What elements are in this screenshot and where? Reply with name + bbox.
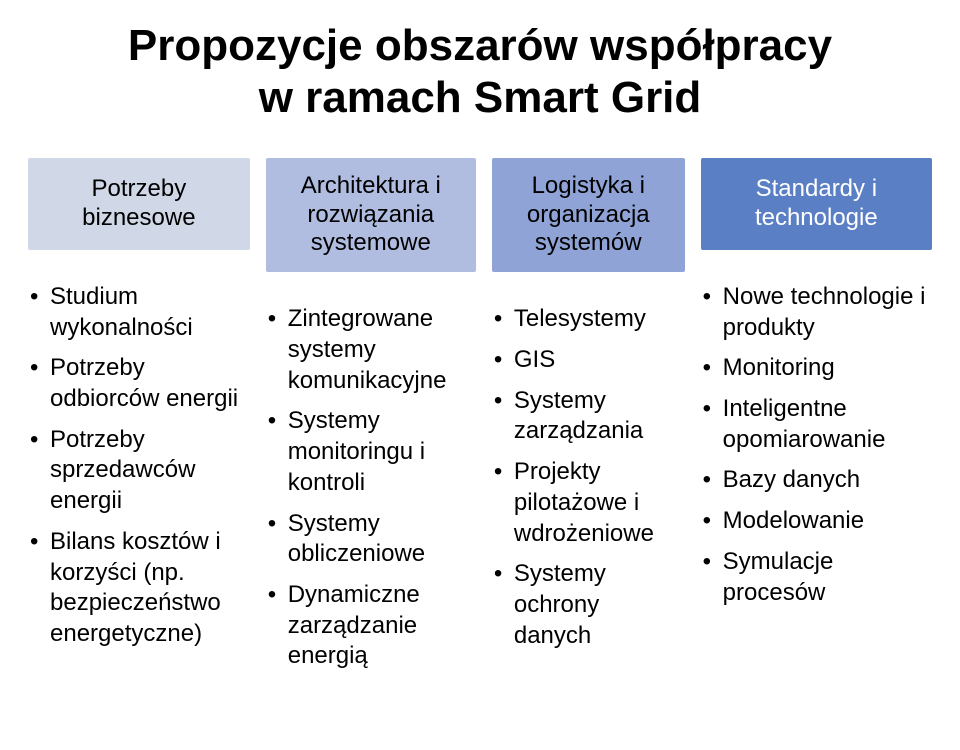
column-header-3: Standardy i technologie xyxy=(701,158,932,250)
title-line-2: w ramach Smart Grid xyxy=(259,73,702,122)
column-1: Architektura i rozwiązania systemowe Zin… xyxy=(266,158,476,682)
column-3: Standardy i technologie Nowe technologie… xyxy=(701,158,932,682)
column-list-1: Zintegrowane systemy komunikacyjne Syste… xyxy=(266,304,476,682)
column-0: Potrzeby biznesowe Studium wykonalności … xyxy=(28,158,250,682)
list-item: Bazy danych xyxy=(723,465,930,496)
list-item: Monitoring xyxy=(723,353,930,384)
list-item: Symulacje procesów xyxy=(723,547,930,608)
list-item: Systemy monitoringu i kontroli xyxy=(288,406,474,498)
column-header-2: Logistyka i organizacja systemów xyxy=(492,158,685,272)
column-header-0: Potrzeby biznesowe xyxy=(28,158,250,250)
list-item: Projekty pilotażowe i wdrożeniowe xyxy=(514,457,683,549)
column-header-1: Architektura i rozwiązania systemowe xyxy=(266,158,476,272)
list-item: Inteligentne opomiarowanie xyxy=(723,394,930,455)
list-item: Systemy ochrony danych xyxy=(514,559,683,651)
list-item: Potrzeby odbiorców energii xyxy=(50,353,248,414)
column-list-3: Nowe technologie i produkty Monitoring I… xyxy=(701,282,932,618)
columns-row: Potrzeby biznesowe Studium wykonalności … xyxy=(28,158,932,682)
list-item: Potrzeby sprzedawców energii xyxy=(50,425,248,517)
list-item: Telesystemy xyxy=(514,304,683,335)
list-item: Modelowanie xyxy=(723,506,930,537)
list-item: Bilans kosztów i korzyści (np. bezpiecze… xyxy=(50,527,248,650)
list-item: Nowe technologie i produkty xyxy=(723,282,930,343)
list-item: Dynamiczne zarządzanie energią xyxy=(288,580,474,672)
column-list-2: Telesystemy GIS Systemy zarządzania Proj… xyxy=(492,304,685,661)
list-item: GIS xyxy=(514,345,683,376)
list-item: Studium wykonalności xyxy=(50,282,248,343)
column-list-0: Studium wykonalności Potrzeby odbiorców … xyxy=(28,282,250,660)
list-item: Zintegrowane systemy komunikacyjne xyxy=(288,304,474,396)
title-line-1: Propozycje obszarów współpracy xyxy=(128,21,832,70)
page-title: Propozycje obszarów współpracy w ramach … xyxy=(28,20,932,124)
list-item: Systemy zarządzania xyxy=(514,386,683,447)
list-item: Systemy obliczeniowe xyxy=(288,509,474,570)
column-2: Logistyka i organizacja systemów Telesys… xyxy=(492,158,685,682)
slide-page: Propozycje obszarów współpracy w ramach … xyxy=(0,0,960,750)
